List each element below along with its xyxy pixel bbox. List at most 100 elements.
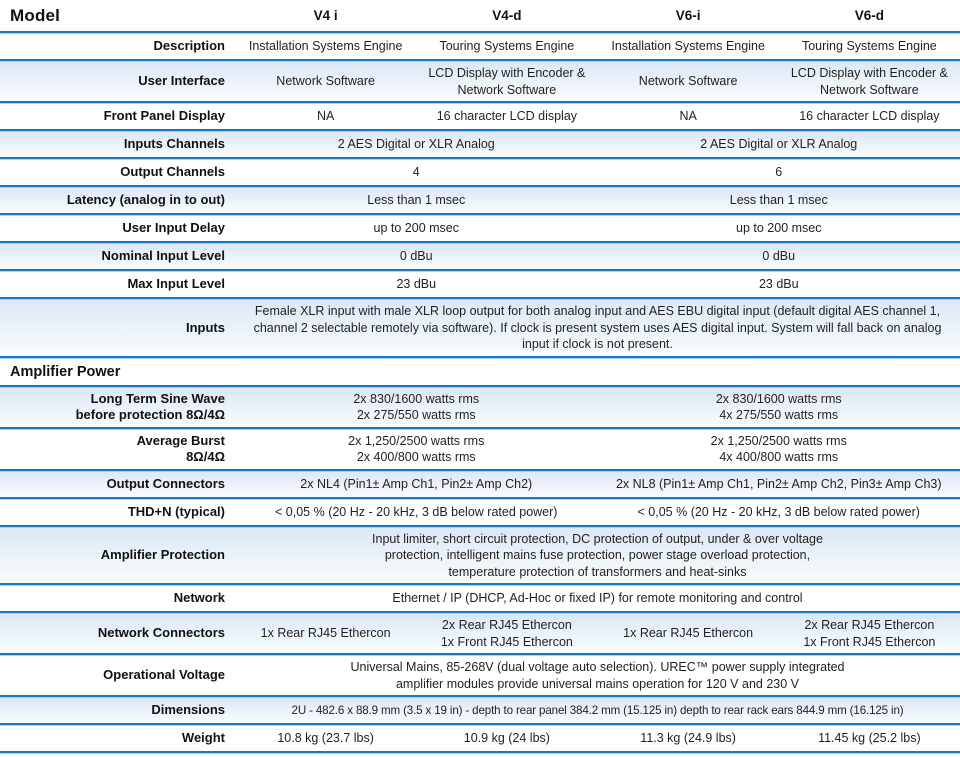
row-label: THD+N (typical)	[127, 503, 225, 519]
spec-row-inputs-channels: Inputs Channels 2 AES Digital or XLR Anal…	[0, 132, 960, 157]
value-cell: 10.8 kg (23.7 lbs)	[277, 731, 374, 746]
value-cell: < 0,05 % (20 Hz - 20 kHz, 3 dB below rat…	[637, 504, 920, 519]
value-cell: Universal Mains, 85-268V (dual voltage a…	[350, 660, 845, 691]
value-cell: 6	[775, 165, 783, 180]
value-cell: 2x 830/1600 watts rms 2x 275/550 watts r…	[353, 391, 480, 423]
row-label: Front Panel Display	[103, 108, 225, 124]
value-cell: 2x NL4 (Pin1± Amp Ch1, Pin2± Amp Ch2)	[300, 476, 533, 491]
row-label: Inputs Channels	[123, 136, 225, 152]
value-cell: Less than 1 msec	[729, 193, 828, 208]
spec-row-front-panel-display: Front Panel Display NA 16 character LCD di…	[0, 104, 960, 129]
row-divider	[0, 583, 960, 586]
section-row-amplifier-power: Amplifier Power	[0, 358, 960, 385]
row-label: User Input Delay	[122, 220, 225, 236]
spec-row-amplifier-protection: Amplifier Protection Input limiter, short…	[0, 527, 960, 584]
row-label: Dimensions	[151, 702, 225, 718]
row-divider	[0, 269, 960, 272]
section-title: Amplifier Power	[10, 363, 121, 380]
row-divider	[0, 384, 960, 388]
row-cells: < 0,05 % (20 Hz - 20 kHz, 3 dB below rat…	[235, 500, 960, 525]
value-cell: 4	[412, 165, 420, 180]
row-cells: Installation Systems Engine Touring Syste…	[235, 34, 960, 59]
header-cells: V4 i V4-d V6-i V6-d	[235, 0, 960, 31]
value-cell: Touring Systems Engine	[439, 39, 575, 54]
spec-row-long-term-sine-wave-before-protection-8-4: Long Term Sine Wave before protection 8Ω…	[0, 387, 960, 427]
spec-row-nominal-input-level: Nominal Input Level 0 dBu 0 dBu	[0, 244, 960, 269]
row-divider	[0, 611, 960, 614]
row-divider	[0, 496, 960, 500]
row-cells: up to 200 msec up to 200 msec	[235, 216, 960, 241]
spec-row-description: Description Installation Systems Engine To…	[0, 34, 960, 59]
row-divider	[0, 241, 960, 244]
value-cell: 2x Rear RJ45 Ethercon 1x Front RJ45 Ethe…	[803, 618, 936, 649]
row-cells: 2 AES Digital or XLR Analog 2 AES Digital…	[235, 132, 960, 157]
row-cells: Universal Mains, 85-268V (dual voltage a…	[235, 656, 960, 695]
row-label: Max Input Level	[127, 276, 225, 292]
value-cell: 23 dBu	[758, 277, 799, 292]
value-cell: Touring Systems Engine	[801, 39, 937, 54]
row-divider	[0, 723, 960, 726]
row-label: Output Connectors	[106, 475, 225, 491]
value-cell: 2U - 482.6 x 88.9 mm (3.5 x 19 in) - dep…	[291, 703, 904, 717]
value-cell: 0 dBu	[399, 249, 433, 264]
column-header-v4-i: V4 i	[313, 7, 338, 23]
row-label: Weight	[181, 730, 225, 746]
spec-row-user-interface: User Interface Network Software LCD Displa…	[0, 62, 960, 101]
spec-row-network-connectors: Network Connectors 1x Rear RJ45 Ethercon 2…	[0, 614, 960, 653]
row-cells: Female XLR input with male XLR loop outp…	[235, 300, 960, 356]
value-cell: NA	[679, 109, 697, 124]
row-divider	[0, 185, 960, 188]
spec-row-weight: Weight 10.8 kg (23.7 lbs) 10.9 kg (24 lbs)…	[0, 726, 960, 751]
row-label: User Interface	[138, 73, 225, 89]
row-cells: Ethernet / IP (DHCP, Ad-Hoc or fixed IP)…	[235, 586, 960, 611]
row-cells: Network Software LCD Display with Encoder…	[235, 62, 960, 101]
model-label: Model	[10, 5, 61, 25]
row-cells: 2x NL4 (Pin1± Amp Ch1, Pin2± Amp Ch2) 2x …	[235, 472, 960, 497]
value-cell: up to 200 msec	[373, 221, 459, 236]
row-divider	[0, 59, 960, 62]
spec-row-user-input-delay: User Input Delay up to 200 msec up to 200 …	[0, 216, 960, 241]
value-cell: 2x 830/1600 watts rms 4x 275/550 watts r…	[715, 391, 842, 423]
row-label: Amplifier Protection	[100, 547, 225, 563]
value-cell: Female XLR input with male XLR loop outp…	[253, 304, 942, 351]
value-cell: Installation Systems Engine	[611, 39, 765, 54]
spec-row-inputs: Inputs Female XLR input with male XLR loo…	[0, 300, 960, 356]
value-cell: 2x 1,250/2500 watts rms 2x 400/800 watts…	[348, 433, 485, 465]
value-cell: Network Software	[276, 74, 375, 89]
value-cell: < 0,05 % (20 Hz - 20 kHz, 3 dB below rat…	[275, 504, 558, 519]
row-divider	[0, 524, 960, 528]
value-cell: Network Software	[638, 74, 738, 89]
row-divider	[0, 468, 960, 472]
value-cell: LCD Display with Encoder & Network Softw…	[428, 66, 586, 97]
row-label: Operational Voltage	[103, 667, 225, 683]
row-label: Long Term Sine Wave before protection 8Ω…	[75, 390, 225, 422]
row-cells: Less than 1 msec Less than 1 msec	[235, 188, 960, 213]
row-label: Network Connectors	[97, 625, 225, 641]
value-cell: 2 AES Digital or XLR Analog	[700, 137, 858, 152]
row-divider	[0, 213, 960, 216]
row-divider	[0, 695, 960, 698]
row-label: Latency (analog in to out)	[66, 192, 225, 208]
model-header-row: Model V4 i V4-d V6-i V6-d	[0, 0, 960, 31]
row-label: Network	[173, 590, 225, 606]
value-cell: NA	[316, 109, 335, 124]
value-cell: 1x Rear RJ45 Ethercon	[623, 626, 754, 641]
value-cell: 2x NL8 (Pin1± Amp Ch1, Pin2± Amp Ch2, Pi…	[615, 476, 942, 491]
value-cell: 16 character LCD display	[799, 109, 940, 124]
row-cells: 23 dBu 23 dBu	[235, 272, 960, 297]
row-cells: 1x Rear RJ45 Ethercon 2x Rear RJ45 Etherc…	[235, 614, 960, 653]
spec-row-operational-voltage: Operational Voltage Universal Mains, 85-2…	[0, 656, 960, 695]
row-label: Average Burst 8Ω/4Ω	[136, 432, 225, 464]
row-divider	[0, 355, 960, 359]
row-divider	[0, 426, 960, 430]
spec-row-max-input-level: Max Input Level 23 dBu 23 dBu	[0, 272, 960, 297]
row-cells: 10.8 kg (23.7 lbs) 10.9 kg (24 lbs) 11.3 k…	[235, 726, 960, 751]
spec-row-output-channels: Output Channels 4 6	[0, 160, 960, 185]
row-label: Description	[153, 38, 225, 54]
value-cell: 10.9 kg (24 lbs)	[463, 731, 550, 746]
value-cell: 16 character LCD display	[436, 109, 578, 124]
row-cells: Input limiter, short circuit protection,…	[235, 528, 960, 584]
row-divider	[0, 129, 960, 132]
value-cell: 11.3 kg (24.9 lbs)	[640, 731, 736, 746]
